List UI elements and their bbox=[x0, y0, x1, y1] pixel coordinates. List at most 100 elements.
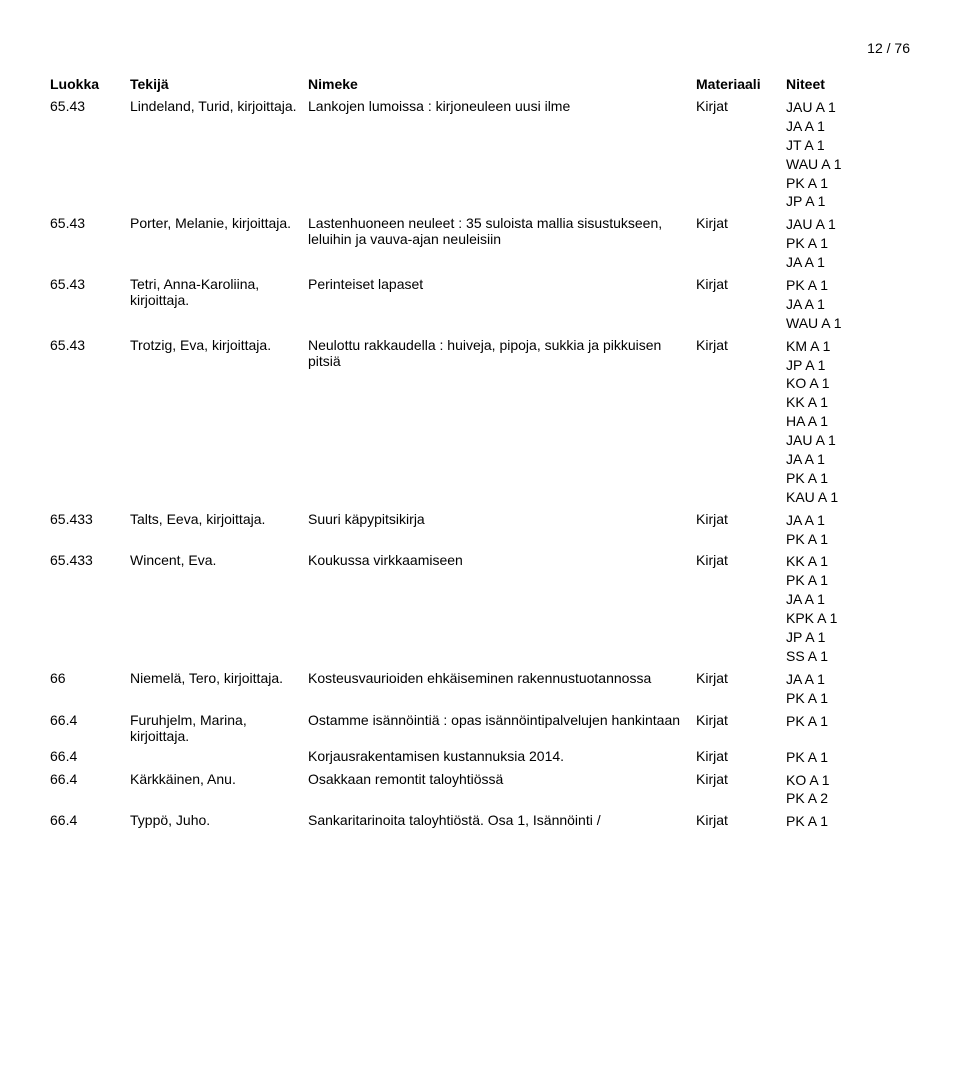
cell-materiaali: Kirjat bbox=[696, 748, 786, 764]
niteet-line: PK A 1 bbox=[786, 174, 876, 193]
cell-materiaali: Kirjat bbox=[696, 670, 786, 686]
table-row: 65.43Trotzig, Eva, kirjoittaja.Neulottu … bbox=[50, 337, 910, 507]
cell-luokka: 66.4 bbox=[50, 771, 130, 787]
table-row: 66.4Typpö, Juho.Sankaritarinoita taloyht… bbox=[50, 812, 910, 831]
cell-luokka: 66.4 bbox=[50, 712, 130, 728]
niteet-line: PK A 1 bbox=[786, 712, 876, 731]
table-row: 66.4Furuhjelm, Marina, kirjoittaja.Ostam… bbox=[50, 712, 910, 744]
cell-materiaali: Kirjat bbox=[696, 812, 786, 828]
niteet-line: PK A 1 bbox=[786, 812, 876, 831]
cell-tekija: Porter, Melanie, kirjoittaja. bbox=[130, 215, 308, 231]
cell-nimeke: Lankojen lumoissa : kirjoneuleen uusi il… bbox=[308, 98, 696, 114]
table-row: 65.43Lindeland, Turid, kirjoittaja.Lanko… bbox=[50, 98, 910, 211]
niteet-line: JA A 1 bbox=[786, 511, 876, 530]
cell-tekija: Wincent, Eva. bbox=[130, 552, 308, 568]
cell-tekija: Furuhjelm, Marina, kirjoittaja. bbox=[130, 712, 308, 744]
niteet-line: JAU A 1 bbox=[786, 431, 876, 450]
niteet-line: JAU A 1 bbox=[786, 215, 876, 234]
cell-niteet: JA A 1PK A 1 bbox=[786, 511, 876, 549]
niteet-line: KK A 1 bbox=[786, 393, 876, 412]
cell-niteet: JAU A 1PK A 1JA A 1 bbox=[786, 215, 876, 272]
cell-niteet: JA A 1PK A 1 bbox=[786, 670, 876, 708]
niteet-line: WAU A 1 bbox=[786, 314, 876, 333]
cell-luokka: 66.4 bbox=[50, 748, 130, 764]
cell-tekija: Tetri, Anna-Karoliina, kirjoittaja. bbox=[130, 276, 308, 308]
cell-materiaali: Kirjat bbox=[696, 337, 786, 353]
niteet-line: KM A 1 bbox=[786, 337, 876, 356]
cell-materiaali: Kirjat bbox=[696, 511, 786, 527]
cell-nimeke: Sankaritarinoita taloyhtiöstä. Osa 1, Is… bbox=[308, 812, 696, 828]
cell-materiaali: Kirjat bbox=[696, 98, 786, 114]
cell-nimeke: Lastenhuoneen neuleet : 35 suloista mall… bbox=[308, 215, 696, 247]
cell-niteet: PK A 1 bbox=[786, 812, 876, 831]
table-row: 66Niemelä, Tero, kirjoittaja.Kosteusvaur… bbox=[50, 670, 910, 708]
niteet-line: KO A 1 bbox=[786, 374, 876, 393]
header-niteet: Niteet bbox=[786, 76, 876, 92]
cell-nimeke: Koukussa virkkaamiseen bbox=[308, 552, 696, 568]
niteet-line: JP A 1 bbox=[786, 192, 876, 211]
cell-materiaali: Kirjat bbox=[696, 712, 786, 728]
cell-luokka: 66 bbox=[50, 670, 130, 686]
niteet-line: WAU A 1 bbox=[786, 155, 876, 174]
cell-niteet: KO A 1PK A 2 bbox=[786, 771, 876, 809]
header-materiaali: Materiaali bbox=[696, 76, 786, 92]
niteet-line: PK A 1 bbox=[786, 234, 876, 253]
cell-nimeke: Osakkaan remontit taloyhtiössä bbox=[308, 771, 696, 787]
cell-niteet: PK A 1 bbox=[786, 712, 876, 731]
niteet-line: JA A 1 bbox=[786, 253, 876, 272]
niteet-line: KO A 1 bbox=[786, 771, 876, 790]
cell-tekija: Niemelä, Tero, kirjoittaja. bbox=[130, 670, 308, 686]
niteet-line: JA A 1 bbox=[786, 295, 876, 314]
cell-nimeke: Ostamme isännöintiä : opas isännöintipal… bbox=[308, 712, 696, 728]
cell-luokka: 65.43 bbox=[50, 276, 130, 292]
cell-luokka: 66.4 bbox=[50, 812, 130, 828]
table-row: 65.43Tetri, Anna-Karoliina, kirjoittaja.… bbox=[50, 276, 910, 333]
niteet-line: PK A 1 bbox=[786, 571, 876, 590]
cell-materiaali: Kirjat bbox=[696, 276, 786, 292]
niteet-line: JA A 1 bbox=[786, 117, 876, 136]
niteet-line: JA A 1 bbox=[786, 450, 876, 469]
cell-luokka: 65.43 bbox=[50, 337, 130, 353]
niteet-line: KPK A 1 bbox=[786, 609, 876, 628]
cell-niteet: PK A 1JA A 1WAU A 1 bbox=[786, 276, 876, 333]
cell-materiaali: Kirjat bbox=[696, 552, 786, 568]
cell-tekija: Lindeland, Turid, kirjoittaja. bbox=[130, 98, 308, 114]
cell-materiaali: Kirjat bbox=[696, 215, 786, 231]
niteet-line: PK A 2 bbox=[786, 789, 876, 808]
cell-nimeke: Neulottu rakkaudella : huiveja, pipoja, … bbox=[308, 337, 696, 369]
cell-niteet: JAU A 1JA A 1JT A 1WAU A 1PK A 1JP A 1 bbox=[786, 98, 876, 211]
table-row: 66.4Kärkkäinen, Anu.Osakkaan remontit ta… bbox=[50, 771, 910, 809]
table-row: 65.433Talts, Eeva, kirjoittaja.Suuri käp… bbox=[50, 511, 910, 549]
niteet-line: PK A 1 bbox=[786, 469, 876, 488]
table-header: Luokka Tekijä Nimeke Materiaali Niteet bbox=[50, 76, 910, 92]
table-row: 65.43Porter, Melanie, kirjoittaja.Lasten… bbox=[50, 215, 910, 272]
cell-luokka: 65.43 bbox=[50, 215, 130, 231]
table-row: 65.433Wincent, Eva.Koukussa virkkaamisee… bbox=[50, 552, 910, 665]
cell-tekija: Talts, Eeva, kirjoittaja. bbox=[130, 511, 308, 527]
cell-nimeke: Korjausrakentamisen kustannuksia 2014. bbox=[308, 748, 696, 764]
niteet-line: JA A 1 bbox=[786, 670, 876, 689]
cell-luokka: 65.433 bbox=[50, 552, 130, 568]
cell-luokka: 65.433 bbox=[50, 511, 130, 527]
cell-niteet: PK A 1 bbox=[786, 748, 876, 767]
niteet-line: PK A 1 bbox=[786, 530, 876, 549]
niteet-line: JP A 1 bbox=[786, 628, 876, 647]
niteet-line: PK A 1 bbox=[786, 276, 876, 295]
cell-tekija: Kärkkäinen, Anu. bbox=[130, 771, 308, 787]
niteet-line: PK A 1 bbox=[786, 748, 876, 767]
cell-tekija: Typpö, Juho. bbox=[130, 812, 308, 828]
cell-niteet: KM A 1JP A 1KO A 1KK A 1HA A 1JAU A 1JA … bbox=[786, 337, 876, 507]
niteet-line: SS A 1 bbox=[786, 647, 876, 666]
niteet-line: JT A 1 bbox=[786, 136, 876, 155]
niteet-line: JA A 1 bbox=[786, 590, 876, 609]
table-row: 66.4 Korjausrakentamisen kustannuksia 201… bbox=[50, 748, 910, 767]
cell-nimeke: Perinteiset lapaset bbox=[308, 276, 696, 292]
niteet-line: HA A 1 bbox=[786, 412, 876, 431]
cell-materiaali: Kirjat bbox=[696, 771, 786, 787]
page-number: 12 / 76 bbox=[50, 40, 910, 56]
header-tekija: Tekijä bbox=[130, 76, 308, 92]
niteet-line: KK A 1 bbox=[786, 552, 876, 571]
cell-nimeke: Suuri käpypitsikirja bbox=[308, 511, 696, 527]
niteet-line: JP A 1 bbox=[786, 356, 876, 375]
cell-niteet: KK A 1PK A 1JA A 1KPK A 1JP A 1SS A 1 bbox=[786, 552, 876, 665]
